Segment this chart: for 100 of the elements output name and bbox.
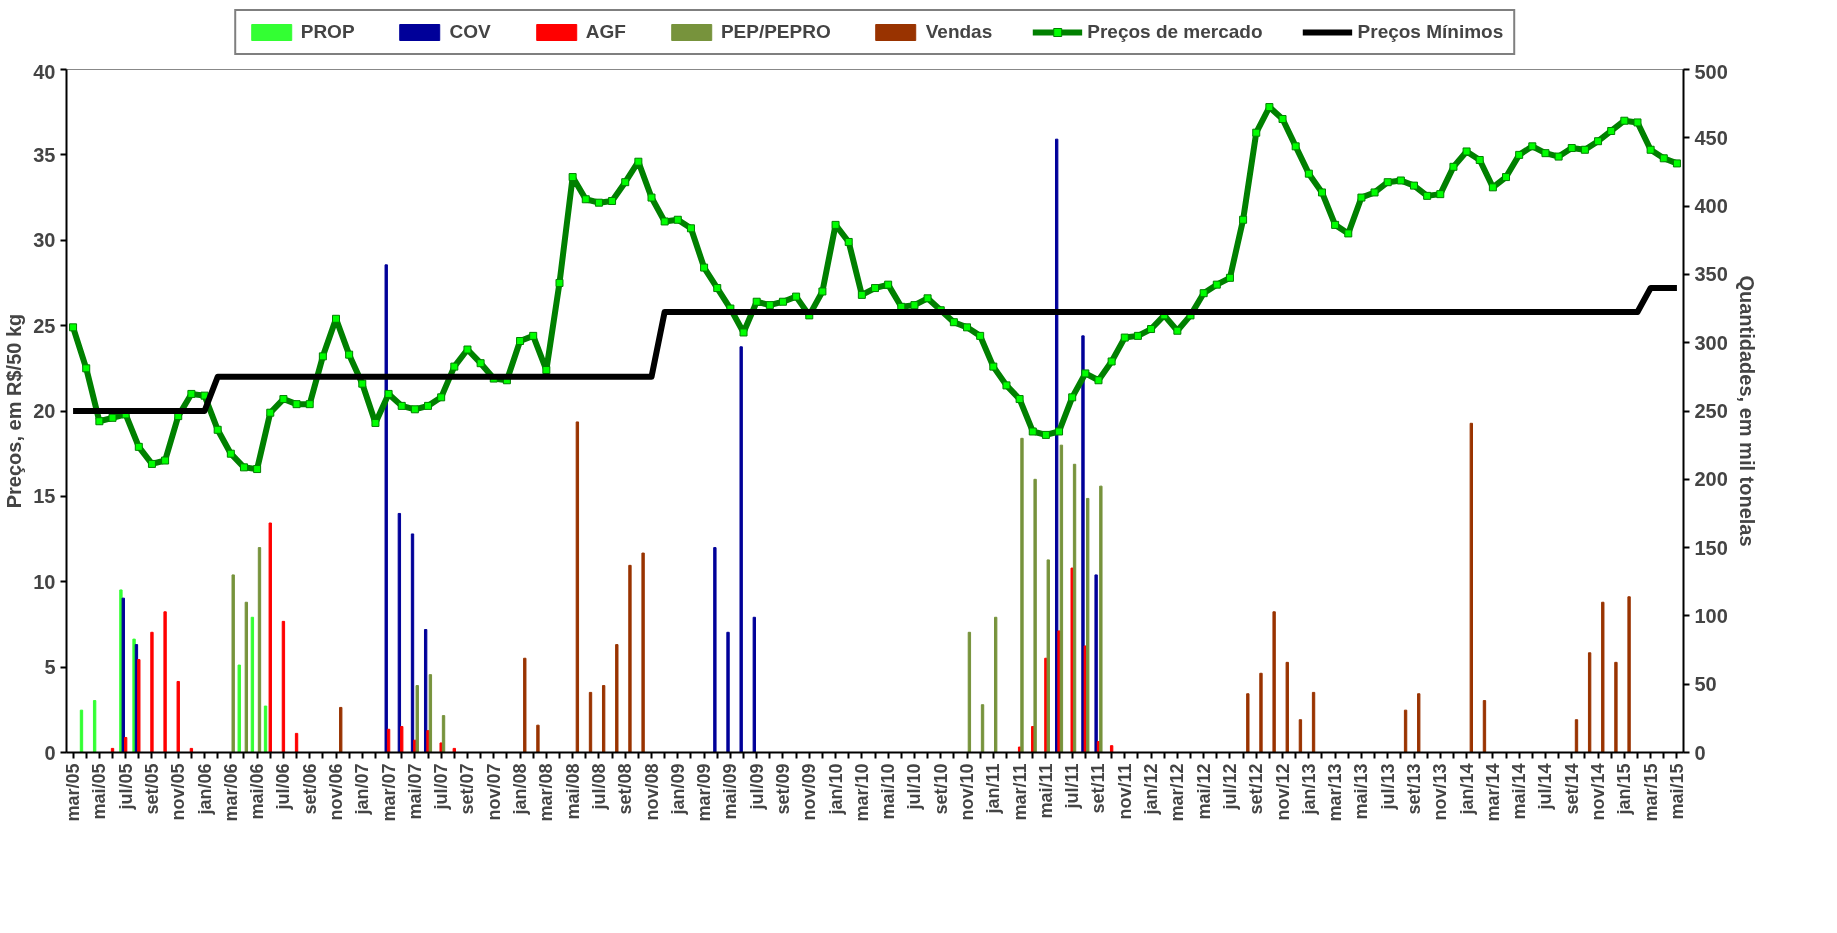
x-tick-label: mar/09: [694, 763, 715, 822]
bar: [726, 631, 730, 753]
bar: [713, 547, 717, 753]
y-tick-label: 40: [33, 60, 56, 83]
x-tick-label: nov/12: [1272, 763, 1293, 821]
bar: [1020, 437, 1024, 753]
bar: [1033, 478, 1037, 753]
bar: [150, 631, 154, 753]
bar: [523, 657, 527, 753]
bar: [1469, 422, 1473, 753]
bar: [415, 685, 419, 753]
x-tick-label: jan/10: [825, 763, 846, 816]
x-tick-label: mar/15: [1640, 763, 1661, 822]
x-tick-label: mai/10: [878, 763, 899, 820]
y-tick-label: 20: [33, 400, 56, 422]
x-tick-label: jul/05: [115, 763, 136, 811]
x-tick-label: mai/08: [562, 763, 583, 820]
x-tick-label: jan/06: [194, 763, 215, 816]
x-tick-label: set/08: [615, 763, 636, 815]
bar: [339, 706, 343, 753]
x-tick-label: mar/10: [851, 763, 872, 822]
x-tick-label: mar/12: [1167, 763, 1188, 822]
bar: [628, 564, 632, 753]
x-tick-label: mai/12: [1193, 763, 1214, 820]
x-tick-label: nov/06: [326, 763, 346, 821]
y2-tick-label: 500: [1694, 60, 1728, 83]
y2-tick-label: 450: [1694, 126, 1728, 149]
x-tick-label: nov/09: [799, 763, 820, 821]
x-tick-label: jan/11: [983, 763, 1004, 815]
x-tick-label: jan/14: [1456, 763, 1477, 816]
bar: [137, 659, 141, 753]
x-tick-label: mai/15: [1666, 763, 1687, 820]
y-tick-label: 25: [33, 314, 56, 337]
x-tick-label: jan/07: [352, 763, 373, 816]
x-tick-label: nov/07: [483, 763, 504, 821]
y-tick-label: 35: [33, 143, 56, 166]
x-tick-label: set/06: [299, 763, 320, 815]
x-tick-label: mar/06: [220, 763, 241, 822]
bar: [641, 552, 645, 753]
y2-tick-label: 50: [1694, 673, 1717, 696]
x-tick-label: set/09: [772, 763, 793, 815]
bar: [1601, 601, 1605, 753]
x-tick-label: jul/14: [1535, 763, 1556, 811]
bar: [1285, 661, 1289, 753]
x-tick-label: mai/07: [404, 763, 425, 820]
y2-tick-label: 300: [1694, 331, 1728, 354]
x-tick-label: mar/08: [536, 763, 557, 822]
bar: [1246, 693, 1250, 753]
bar: [231, 574, 235, 753]
x-tick-label: jan/15: [1614, 763, 1635, 816]
bar: [268, 522, 272, 753]
bar: [163, 611, 167, 753]
y-tick-label: 0: [44, 741, 56, 764]
x-tick-label: mar/14: [1482, 763, 1503, 822]
x-tick-label: set/11: [1088, 763, 1109, 814]
bar: [536, 724, 540, 753]
x-tick-label: jul/08: [588, 763, 609, 811]
y-tick-label: 10: [33, 570, 56, 593]
y2-tick-label: 350: [1694, 263, 1728, 286]
bar: [1417, 693, 1421, 753]
bar: [400, 726, 404, 753]
bar: [1627, 596, 1631, 753]
x-tick-label: set/13: [1404, 763, 1424, 815]
x-tick-label: nov/10: [957, 763, 978, 821]
y-tick-label: 15: [33, 485, 56, 508]
x-tick-label: mai/14: [1509, 763, 1530, 820]
x-tick-label: jul/12: [1219, 763, 1240, 811]
y-tick-label: 5: [44, 656, 56, 679]
y2-tick-label: 200: [1694, 468, 1728, 491]
y2-tick-label: 150: [1694, 536, 1728, 559]
x-tick-label: nov/05: [168, 763, 189, 821]
y2-axis-title: Quantidades, em mil tonelas: [1735, 275, 1758, 547]
x-tick-label: set/14: [1561, 763, 1582, 815]
x-tick-label: mar/11: [1009, 763, 1030, 821]
x-tick-label: mai/05: [89, 763, 110, 820]
y2-tick-label: 100: [1694, 604, 1728, 627]
x-tick-label: jul/13: [1377, 763, 1398, 811]
x-tick-label: mai/13: [1351, 763, 1372, 820]
x-tick-label: set/10: [930, 763, 951, 815]
bar: [1094, 574, 1098, 753]
legend-label: PEP/PEPRO: [720, 21, 831, 43]
legend-label: Vendas: [925, 21, 993, 43]
bar: [1099, 485, 1103, 753]
bar: [1259, 672, 1263, 753]
y2-tick-label: 0: [1694, 741, 1706, 764]
x-tick-label: set/07: [457, 763, 478, 815]
bar: [752, 616, 756, 753]
legend-label: Preços de mercado: [1087, 21, 1263, 43]
x-tick-label: jul/09: [746, 763, 767, 811]
x-tick-label: set/12: [1246, 763, 1267, 815]
legend-label: AGF: [585, 21, 626, 43]
x-tick-label: mar/05: [63, 763, 84, 822]
bar: [739, 346, 743, 753]
legend-label: PROP: [300, 21, 355, 43]
legend-label: COV: [449, 21, 491, 43]
bar: [237, 664, 241, 753]
bar: [615, 644, 619, 753]
x-tick-label: jul/10: [904, 763, 925, 811]
x-tick-label: mar/07: [378, 763, 399, 822]
bar: [1272, 611, 1276, 753]
